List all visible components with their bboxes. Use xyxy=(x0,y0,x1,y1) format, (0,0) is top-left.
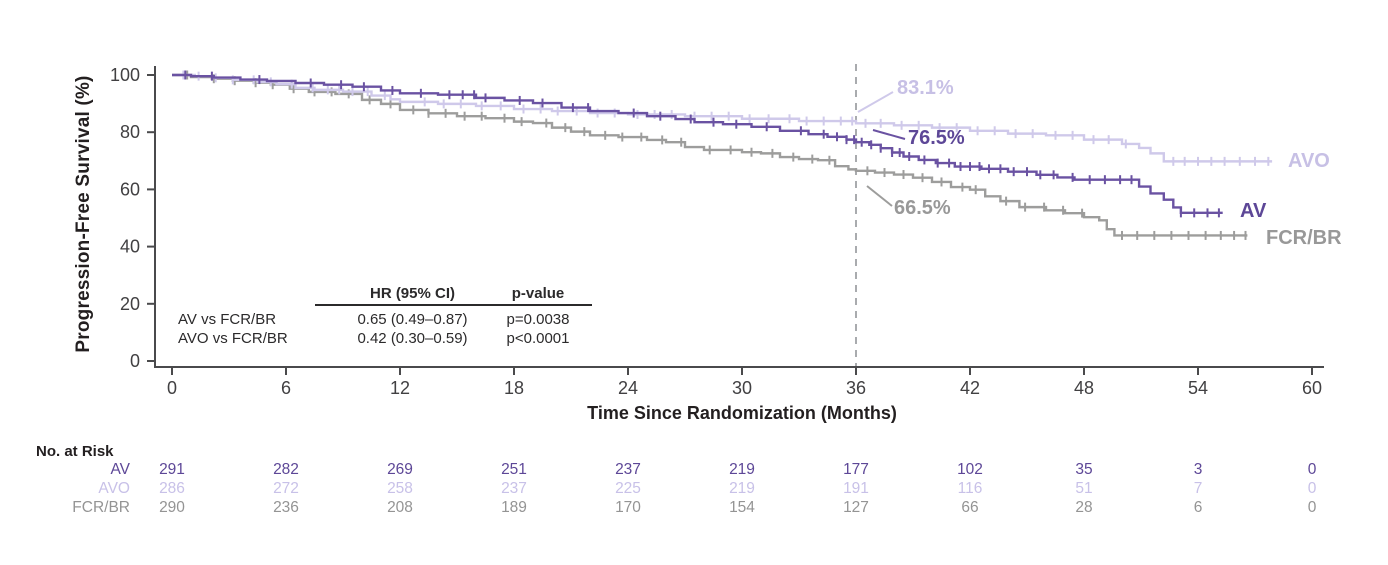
y-tick-label: 0 xyxy=(130,351,140,371)
annotation-avo-36mo: 83.1% xyxy=(897,77,954,99)
x-tick-label: 60 xyxy=(1302,378,1322,398)
x-tick-label: 6 xyxy=(281,378,291,398)
x-tick-label: 54 xyxy=(1188,378,1208,398)
risk-count: 290 xyxy=(159,499,185,516)
curve-label-fcrbr: FCR/BR xyxy=(1266,227,1342,249)
stats-header-hr: HR (95% CI) xyxy=(369,285,455,302)
risk-count: 66 xyxy=(961,499,979,516)
x-tick-label: 30 xyxy=(732,378,752,398)
y-tick-label: 40 xyxy=(120,237,140,257)
risk-count: 177 xyxy=(843,461,869,478)
km-curve-avo xyxy=(172,73,1273,163)
x-tick-label: 48 xyxy=(1074,378,1094,398)
risk-count: 28 xyxy=(1075,499,1093,516)
stats-row-hr: 0.42 (0.30–0.59) xyxy=(357,330,468,347)
km-curve-av xyxy=(172,73,1223,215)
annotation-leader-line xyxy=(857,91,894,113)
stats-header-rule xyxy=(315,304,592,306)
risk-count: 251 xyxy=(501,461,527,478)
risk-count: 127 xyxy=(843,499,869,516)
risk-count: 189 xyxy=(501,499,527,516)
km-curve-fcrbr xyxy=(172,73,1248,237)
risk-count: 3 xyxy=(1193,461,1203,478)
risk-row-label: FCR/BR xyxy=(72,499,130,516)
y-tick-label: 60 xyxy=(120,179,140,199)
curve-label-avo: AVO xyxy=(1288,150,1330,172)
annotation-leader-line xyxy=(866,185,893,207)
annotation-av-36mo: 76.5% xyxy=(908,127,965,149)
x-tick-label: 12 xyxy=(390,378,410,398)
stats-row-label: AV vs FCR/BR xyxy=(178,311,277,328)
risk-count: 237 xyxy=(615,461,641,478)
annotation-leader-line xyxy=(872,129,906,140)
risk-count: 269 xyxy=(387,461,413,478)
risk-count: 219 xyxy=(729,461,755,478)
stats-header-pvalue: p-value xyxy=(511,285,565,302)
risk-count: 51 xyxy=(1075,480,1093,497)
risk-count: 225 xyxy=(615,480,641,497)
x-tick-label: 36 xyxy=(846,378,866,398)
y-tick-label: 80 xyxy=(120,122,140,142)
x-tick-label: 18 xyxy=(504,378,524,398)
risk-count: 219 xyxy=(729,480,755,497)
risk-count: 191 xyxy=(843,480,869,497)
risk-count: 272 xyxy=(273,480,299,497)
risk-count: 0 xyxy=(1307,499,1317,516)
y-tick-label: 100 xyxy=(110,65,140,85)
risk-count: 7 xyxy=(1193,480,1203,497)
risk-count: 208 xyxy=(387,499,413,516)
x-tick-label: 24 xyxy=(618,378,638,398)
annotation-fcrbr-36mo: 66.5% xyxy=(894,197,951,219)
risk-count: 258 xyxy=(387,480,413,497)
y-axis-title: Progression-Free Survival (%) xyxy=(73,75,94,353)
risk-count: 237 xyxy=(501,480,527,497)
risk-count: 291 xyxy=(159,461,185,478)
risk-count: 282 xyxy=(273,461,299,478)
stats-row-label: AVO vs FCR/BR xyxy=(178,330,288,347)
risk-count: 35 xyxy=(1075,461,1093,478)
risk-count: 0 xyxy=(1307,480,1317,497)
x-tick-label: 42 xyxy=(960,378,980,398)
risk-count: 116 xyxy=(957,480,983,497)
risk-row-label: AV xyxy=(110,461,130,478)
risk-count: 170 xyxy=(615,499,641,516)
y-tick-label: 20 xyxy=(120,294,140,314)
risk-count: 236 xyxy=(273,499,299,516)
risk-count: 102 xyxy=(957,461,983,478)
x-axis-title: Time Since Randomization (Months) xyxy=(587,403,897,423)
stats-row-hr: 0.65 (0.49–0.87) xyxy=(357,311,468,328)
stats-row-pvalue: p<0.0001 xyxy=(506,330,570,347)
risk-table-title: No. at Risk xyxy=(36,443,114,460)
risk-count: 286 xyxy=(159,480,185,497)
risk-count: 154 xyxy=(729,499,755,516)
risk-count: 0 xyxy=(1307,461,1317,478)
risk-row-label: AVO xyxy=(98,480,130,497)
x-tick-label: 0 xyxy=(167,378,177,398)
risk-count: 6 xyxy=(1193,499,1203,516)
curve-label-av: AV xyxy=(1240,200,1267,222)
stats-row-pvalue: p=0.0038 xyxy=(506,311,570,328)
